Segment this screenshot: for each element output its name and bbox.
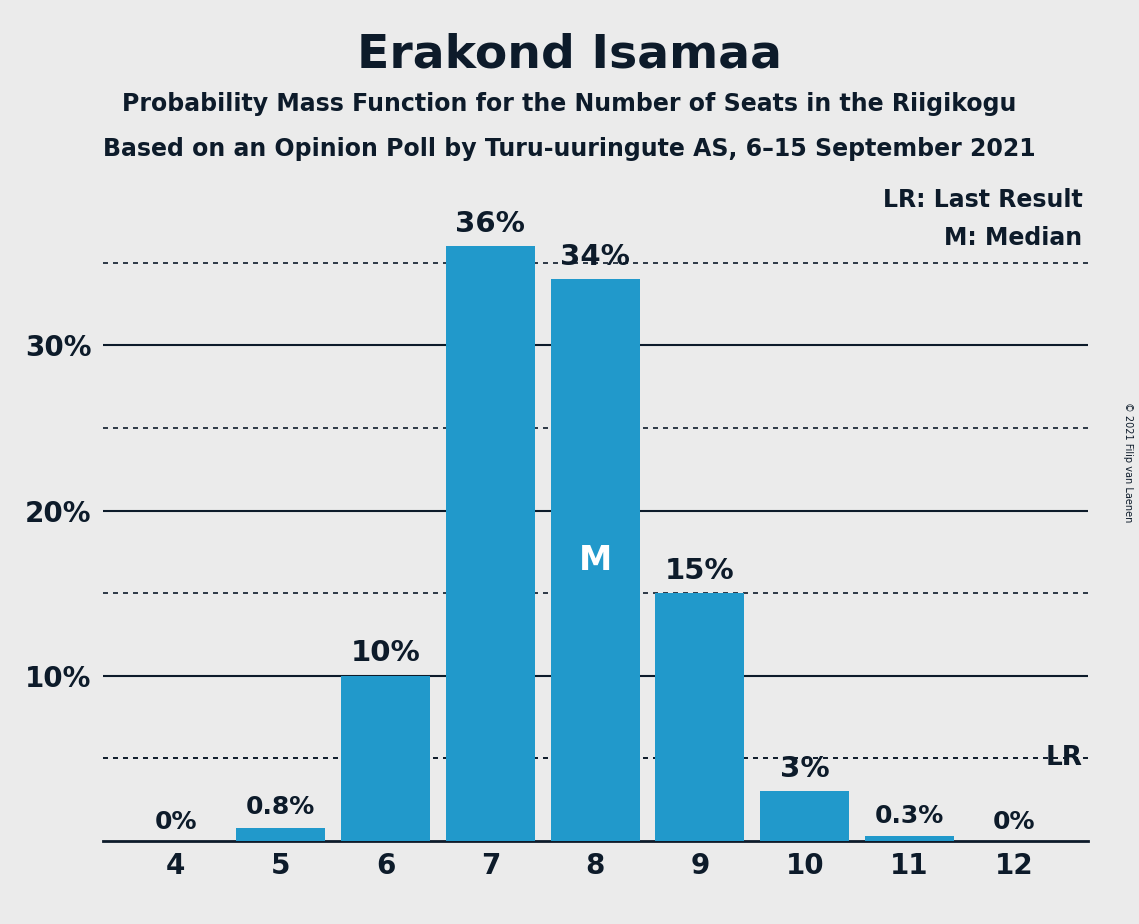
Bar xyxy=(550,279,640,841)
Bar xyxy=(865,836,954,841)
Text: M: M xyxy=(579,543,612,577)
Bar xyxy=(236,828,326,841)
Bar xyxy=(655,593,745,841)
Bar xyxy=(760,791,850,841)
Bar xyxy=(445,246,535,841)
Text: 0.3%: 0.3% xyxy=(875,804,944,828)
Text: 15%: 15% xyxy=(665,557,735,585)
Text: 0%: 0% xyxy=(993,810,1035,834)
Text: Based on an Opinion Poll by Turu-uuringute AS, 6–15 September 2021: Based on an Opinion Poll by Turu-uuringu… xyxy=(104,137,1035,161)
Text: M: Median: M: Median xyxy=(944,226,1082,250)
Text: 34%: 34% xyxy=(560,243,630,271)
Text: 3%: 3% xyxy=(780,755,829,783)
Text: 10%: 10% xyxy=(351,639,420,667)
Bar xyxy=(341,675,431,841)
Text: Erakond Isamaa: Erakond Isamaa xyxy=(357,32,782,78)
Text: 36%: 36% xyxy=(456,210,525,238)
Text: 0.8%: 0.8% xyxy=(246,796,316,820)
Text: © 2021 Filip van Laenen: © 2021 Filip van Laenen xyxy=(1123,402,1132,522)
Text: Probability Mass Function for the Number of Seats in the Riigikogu: Probability Mass Function for the Number… xyxy=(122,92,1017,116)
Text: 0%: 0% xyxy=(155,810,197,834)
Text: LR: Last Result: LR: Last Result xyxy=(883,188,1082,213)
Text: LR: LR xyxy=(1046,746,1082,772)
